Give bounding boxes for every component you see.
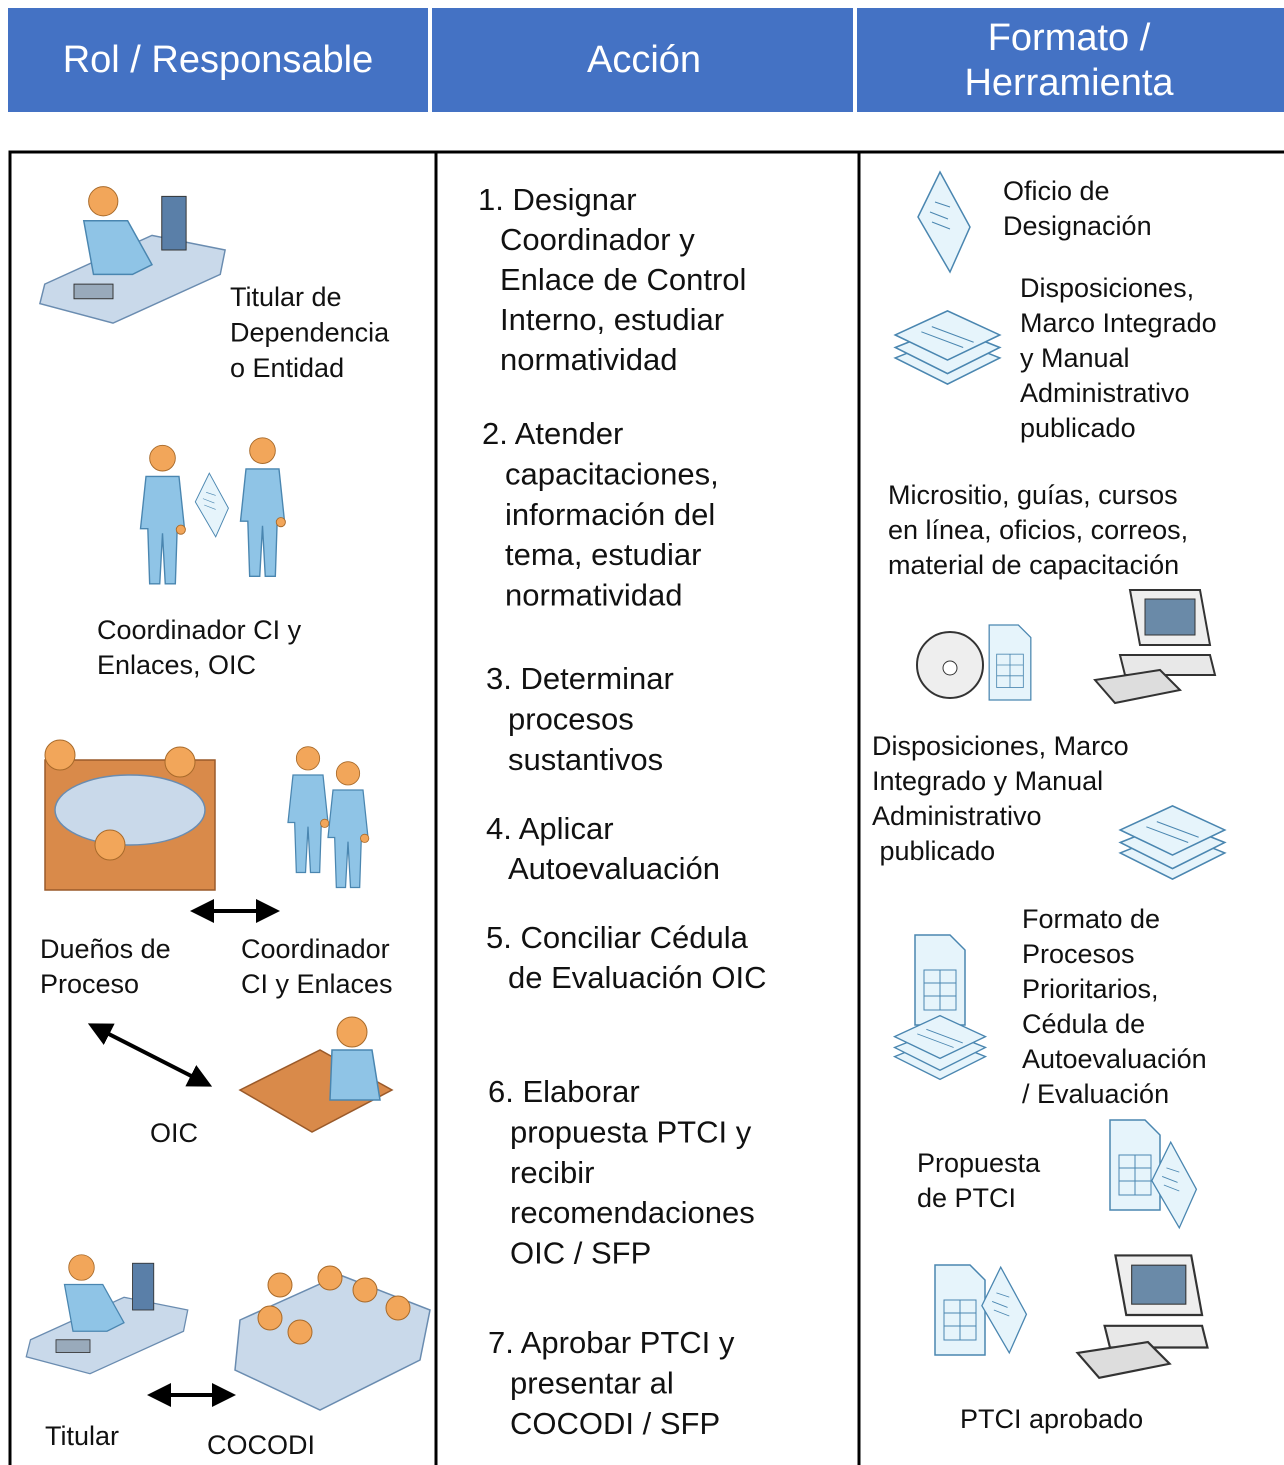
action-text: procesos [508, 702, 634, 737]
action-text: OIC / SFP [510, 1235, 651, 1270]
role-label: Enlaces, OIC [97, 650, 256, 680]
format-label: Marco Integrado [1020, 308, 1217, 338]
action-text: información del [505, 497, 715, 532]
format-label: Oficio de [1003, 176, 1110, 206]
action-text: 1. Designar [478, 182, 637, 217]
icon-stack [1119, 805, 1226, 880]
header-text: Herramienta [964, 62, 1174, 104]
role-label: OIC [150, 1118, 198, 1148]
format-label: de PTCI [917, 1183, 1016, 1213]
format-label: Designación [1003, 211, 1152, 241]
format-label: publicado [872, 836, 995, 866]
format-label: Micrositio, guías, cursos [888, 480, 1178, 510]
role-label: Proceso [40, 969, 139, 999]
icon-sheet [1109, 1119, 1161, 1211]
role-label: CI y Enlaces [241, 969, 393, 999]
format-label: Administrativo [872, 801, 1042, 831]
action-text: de Evaluación OIC [508, 960, 766, 995]
format-label: material de capacitación [888, 550, 1179, 580]
format-label: Propuesta [917, 1148, 1041, 1178]
icon-oic [238, 1016, 394, 1133]
format-label: Procesos [1022, 939, 1135, 969]
role-label: o Entidad [230, 353, 344, 383]
action-text: Coordinador y [500, 222, 695, 257]
action-text: normatividad [505, 577, 682, 612]
icon-doc [917, 171, 971, 273]
header-text: Formato / [988, 17, 1151, 59]
action-text: 5. Conciliar Cédula [486, 920, 749, 955]
action-text: recomendaciones [510, 1195, 755, 1230]
action-text: 3. Determinar [486, 661, 674, 696]
action-text: normatividad [500, 342, 677, 377]
action-text: presentar al [510, 1366, 674, 1401]
icon-meeting [44, 739, 216, 891]
icon-person [139, 444, 187, 585]
icon-person [327, 761, 370, 889]
format-label: Autoevaluación [1022, 1044, 1207, 1074]
icon-stack [893, 1014, 987, 1081]
format-label: PTCI aprobado [960, 1404, 1143, 1434]
format-label: Administrativo [1020, 378, 1190, 408]
action-text: sustantivos [508, 742, 663, 777]
icon-person [239, 437, 287, 578]
arrow [87, 1023, 213, 1087]
format-label: / Evaluación [1022, 1079, 1169, 1109]
role-label: Dueños de [40, 934, 171, 964]
format-label: Prioritarios, [1022, 974, 1159, 1004]
action-text: 2. Atender [482, 416, 623, 451]
format-label: Formato de [1022, 904, 1160, 934]
format-label: y Manual [1020, 343, 1130, 373]
icon-sheet [914, 934, 966, 1026]
role-label: COCODI [207, 1430, 315, 1460]
header-text: Rol / Responsable [63, 39, 374, 81]
action-text: tema, estudiar [505, 537, 701, 572]
icon-doc [194, 472, 229, 538]
role-label: Titular [45, 1421, 119, 1451]
role-label: Coordinador [241, 934, 390, 964]
format-label: en línea, oficios, correos, [888, 515, 1188, 545]
action-text: 6. Elaborar [488, 1074, 640, 1109]
icon-computer [1094, 589, 1216, 704]
action-text: COCODI / SFP [510, 1406, 720, 1441]
format-label: Cédula de [1022, 1009, 1145, 1039]
action-text: propuesta PTCI y [510, 1114, 752, 1149]
action-text: Interno, estudiar [500, 302, 724, 337]
role-label: Dependencia [230, 318, 390, 348]
icon-computer [1076, 1254, 1209, 1379]
icon-titular [25, 1254, 189, 1375]
icon-sheet [988, 624, 1032, 701]
icon-cd [916, 631, 984, 699]
action-text: 4. Aplicar [486, 811, 614, 846]
action-text: Autoevaluación [508, 851, 720, 886]
format-label: Disposiciones, [1020, 273, 1194, 303]
format-label: Disposiciones, Marco [872, 731, 1129, 761]
header-cell [8, 8, 428, 112]
table-border [8, 150, 1284, 1465]
header-cell [432, 8, 853, 112]
role-label: Titular de [230, 282, 342, 312]
action-text: Enlace de Control [500, 262, 746, 297]
action-text: capacitaciones, [505, 456, 719, 491]
icon-stack [894, 310, 1001, 385]
format-label: publicado [1020, 413, 1136, 443]
icon-doc [981, 1266, 1028, 1354]
icon-sheet [934, 1264, 986, 1356]
header-text: Acción [587, 39, 701, 81]
action-text: recibir [510, 1155, 594, 1190]
role-label: Coordinador CI y [97, 615, 302, 645]
header-cell [857, 8, 1284, 112]
text-layer: Titular de Dependencia o Entidad Coordinado… [40, 176, 1217, 1460]
format-label: Integrado y Manual [872, 766, 1103, 796]
icon-titular [39, 185, 226, 324]
icon-cocodi [234, 1265, 431, 1411]
icon-person [287, 746, 330, 874]
action-text: 7. Aprobar PTCI y [488, 1325, 735, 1360]
